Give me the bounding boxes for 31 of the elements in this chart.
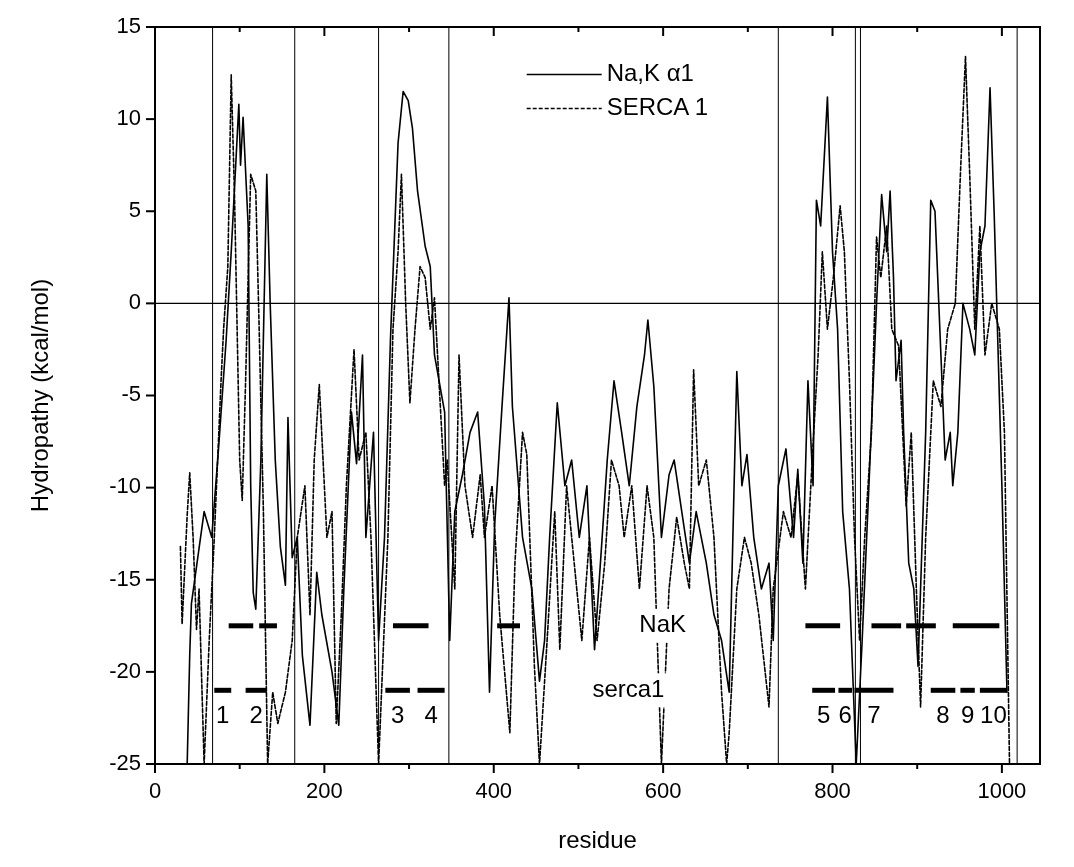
x-tick-label: 0 — [148, 778, 162, 803]
x-tick-label: 1000 — [977, 778, 1027, 803]
y-tick-label: -15 — [109, 565, 141, 591]
y-tick-label: -5 — [121, 381, 141, 407]
x-axis-title: residue — [558, 826, 637, 853]
annotation: serca1 — [592, 674, 665, 702]
annotation: 4 — [424, 700, 438, 728]
y-tick-label: 10 — [116, 104, 141, 130]
annotation: 3 — [390, 700, 405, 728]
annotation: 8 — [936, 700, 950, 728]
annotation: 6 — [838, 700, 852, 728]
annotation: 9 — [960, 700, 975, 728]
y-tick-label: -10 — [109, 473, 141, 499]
y-tick-label: 0 — [128, 289, 141, 315]
y-tick-label: 5 — [128, 197, 141, 223]
y-tick-label: 15 — [116, 12, 141, 38]
legend-label: SERCA 1 — [606, 92, 709, 120]
annotation: 2 — [249, 700, 263, 728]
y-axis-title: Hydropathy (kcal/mol) — [26, 278, 53, 513]
legend-label: Na,K α1 — [606, 58, 694, 86]
annotation: 5 — [816, 700, 831, 728]
x-tick-label: 800 — [814, 778, 851, 803]
annotation: 1 — [216, 700, 230, 728]
x-tick-label: 400 — [475, 778, 513, 803]
x-tick-label: 600 — [644, 778, 682, 803]
annotation: 10 — [980, 700, 1007, 728]
x-tick-label: 200 — [306, 778, 343, 803]
annotation: NaK — [639, 610, 687, 638]
y-tick-label: -25 — [109, 749, 141, 775]
annotation: 7 — [867, 700, 881, 728]
y-tick-label: -20 — [109, 657, 141, 683]
